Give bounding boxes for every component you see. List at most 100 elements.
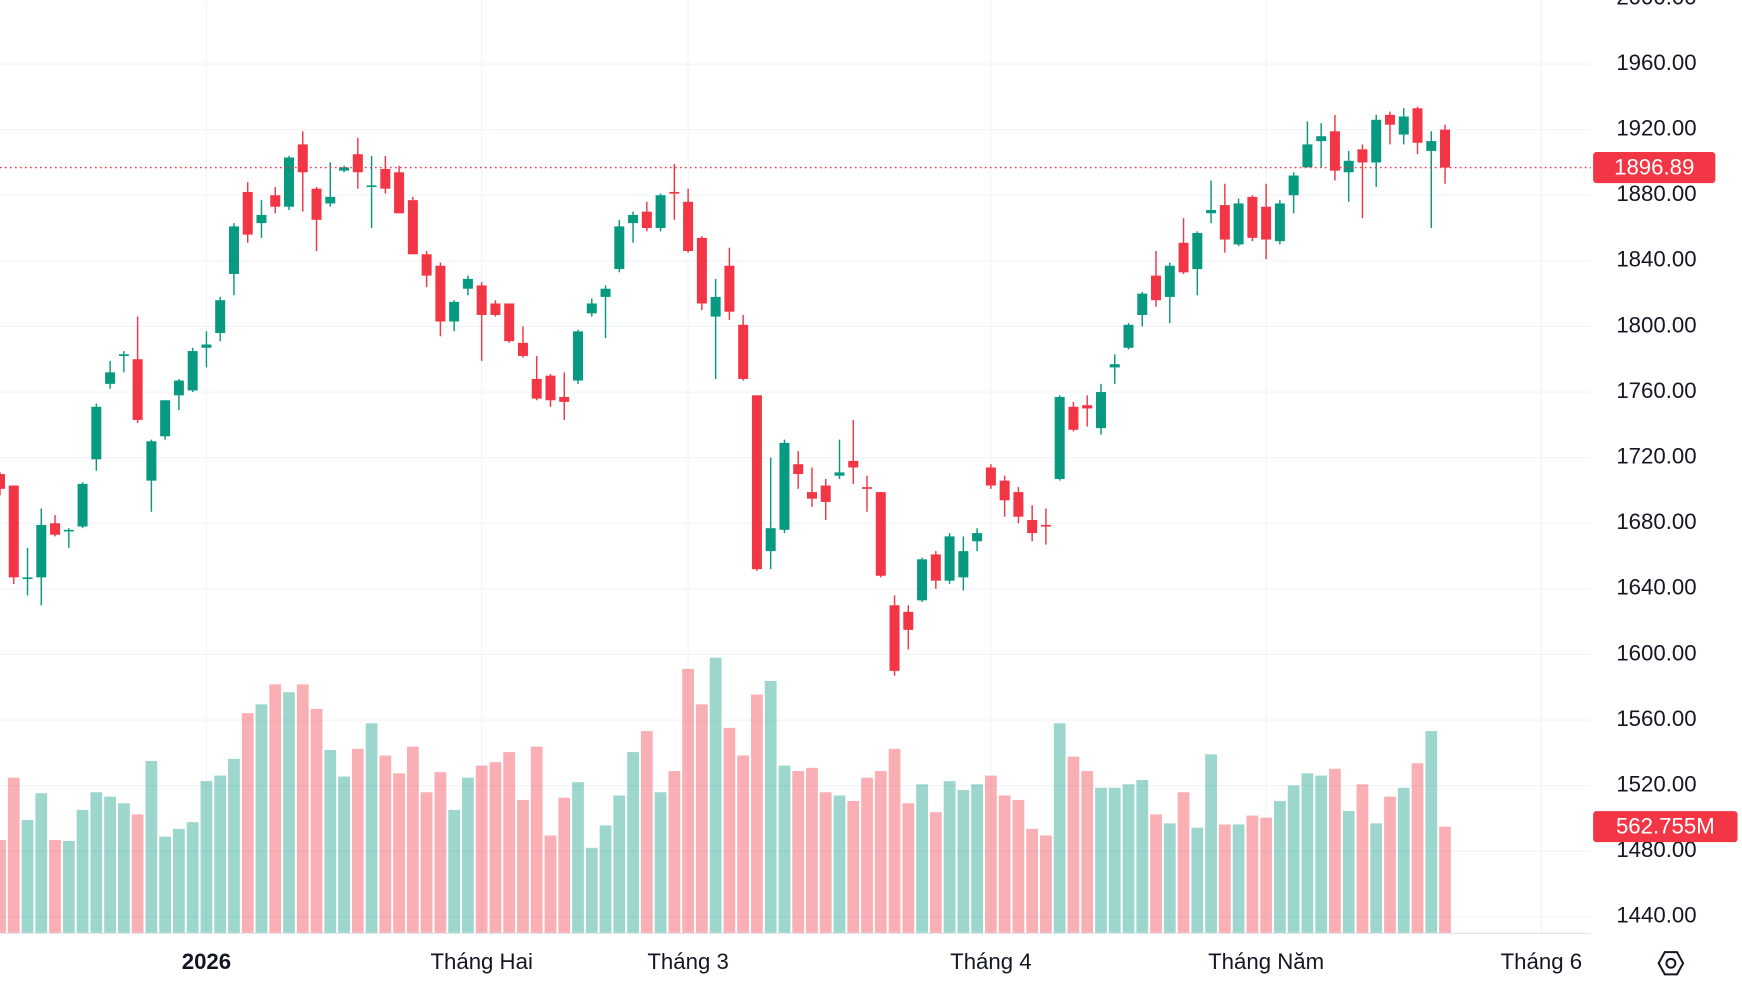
volume-bar	[1425, 731, 1438, 934]
candle-body	[930, 554, 941, 581]
candle-body	[1384, 114, 1395, 125]
y-tick-label: 1640.00	[1616, 575, 1696, 600]
volume-bar	[819, 792, 832, 934]
candle-body	[50, 523, 61, 535]
volume-bar	[874, 771, 887, 934]
volume-bar	[792, 771, 805, 934]
candle-body	[600, 288, 611, 297]
y-tick-label: 1920.00	[1616, 115, 1696, 140]
settings-icon[interactable]	[1657, 951, 1685, 976]
x-tick-label: Tháng Năm	[1208, 949, 1324, 974]
volume-bar	[517, 800, 529, 934]
candle-body	[517, 342, 528, 356]
volume-bar	[49, 840, 61, 934]
candle-body	[1178, 242, 1189, 273]
volume-bar	[200, 781, 213, 934]
x-tick-label: Tháng 4	[950, 949, 1031, 974]
volume-bar	[420, 792, 433, 934]
volume-bar	[1053, 723, 1066, 934]
candle-body	[215, 300, 226, 334]
candle-body	[435, 265, 446, 322]
candle-body	[1151, 275, 1162, 301]
volume-bar	[709, 657, 722, 934]
candle-body	[999, 480, 1010, 501]
last-volume-label: 562.755M	[1616, 814, 1715, 839]
candle-body	[1288, 175, 1299, 196]
volume-bar	[255, 704, 268, 934]
volume-bar	[228, 758, 240, 934]
volume-bar	[1122, 784, 1135, 934]
candle-body	[1412, 108, 1423, 143]
candle-body	[710, 296, 721, 317]
candle-body	[1329, 131, 1340, 171]
candle-body	[1440, 129, 1451, 168]
volume-bar	[751, 694, 763, 934]
volume-bar	[1384, 796, 1396, 934]
candle-body	[201, 344, 212, 348]
candle-body	[1192, 232, 1203, 270]
volume-bar	[296, 684, 309, 934]
x-tick-label: 2026	[182, 949, 231, 974]
candle-body	[545, 375, 556, 401]
candle-body	[1261, 206, 1272, 240]
last-volume-badge	[1593, 811, 1738, 843]
candle-body	[1357, 149, 1368, 163]
volume-bar	[806, 767, 818, 934]
volume-bar	[269, 684, 282, 934]
candle-body	[449, 301, 460, 322]
volume-bar	[1108, 787, 1121, 934]
y-tick-label: 2000.00	[1616, 0, 1696, 9]
candle-body	[641, 211, 652, 229]
volume-bar	[1205, 754, 1217, 934]
candle-body	[1013, 492, 1024, 517]
candle-body	[958, 551, 969, 578]
volume-bar	[131, 814, 144, 934]
candle-body	[1054, 396, 1065, 479]
candle-body	[1109, 364, 1120, 368]
candle-body	[311, 188, 322, 220]
candle-body	[394, 172, 405, 214]
volume-bar	[1273, 800, 1286, 934]
candle-body	[875, 492, 886, 576]
candle-body	[63, 529, 74, 532]
candle-body	[504, 303, 515, 342]
y-tick-label: 1720.00	[1616, 444, 1696, 469]
y-tick-label: 1440.00	[1616, 903, 1696, 928]
candle-body	[22, 577, 33, 580]
candle-body	[1040, 524, 1051, 527]
candle-body	[1343, 160, 1354, 173]
volume-bar	[117, 803, 130, 934]
volume-pane	[0, 657, 1451, 934]
candle-body	[751, 395, 762, 570]
volume-bar	[723, 727, 736, 934]
candle-body	[297, 144, 308, 173]
candle-body	[628, 214, 639, 224]
volume-bar	[462, 777, 474, 934]
volume-bar	[778, 765, 791, 934]
settings-icon-center[interactable]	[1665, 957, 1677, 969]
volume-bar	[76, 809, 89, 934]
y-tick-label: 1680.00	[1616, 509, 1696, 534]
candle-body	[1398, 116, 1409, 135]
candle-body	[1302, 144, 1313, 168]
candle-body	[105, 372, 116, 384]
volume-bar	[448, 809, 461, 934]
candle-body	[1164, 265, 1175, 297]
volume-bar	[145, 761, 158, 934]
volume-bar	[1329, 768, 1341, 934]
volume-bar	[0, 840, 6, 934]
candle-body	[944, 536, 955, 581]
volume-bar	[1232, 824, 1245, 934]
candle-body	[683, 201, 694, 251]
settings-button[interactable]	[1657, 951, 1685, 976]
y-tick-label: 1600.00	[1616, 640, 1696, 665]
candle-body	[573, 331, 584, 381]
candle-body	[848, 460, 859, 468]
candle-body	[77, 483, 88, 527]
y-tick-label: 1880.00	[1616, 181, 1696, 206]
candle-body	[917, 559, 928, 601]
volume-bar	[1370, 823, 1383, 934]
candle-body	[325, 196, 336, 204]
candle-body	[820, 485, 831, 502]
